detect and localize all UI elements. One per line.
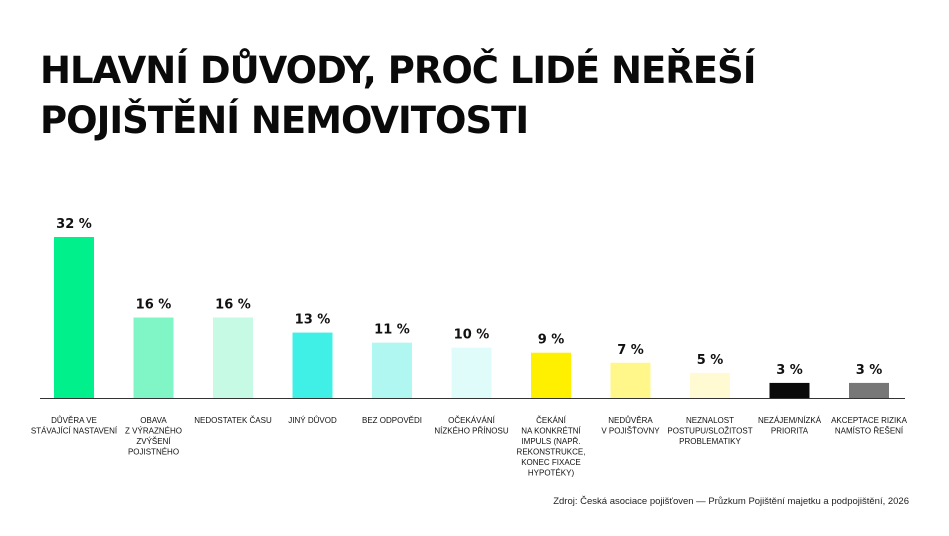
bar-value-label: 16 % (136, 298, 172, 313)
bar-5 (372, 342, 412, 398)
bar-value-label: 3 % (776, 363, 803, 378)
category-label: ČEKÁNÍ NA KONKRÉTNÍ IMPULS (NAPŘ. REKONSTRU… (517, 416, 586, 478)
category-label: OČEKÁVÁNÍ NÍZKÉHO PŘÍNOSU (434, 416, 508, 436)
bar-11 (849, 382, 889, 398)
bar-4 (292, 332, 333, 398)
bar-value-label: 7 % (617, 343, 644, 358)
category-label: JINÝ DŮVOD (288, 416, 337, 425)
bar-value-label: 3 % (856, 363, 883, 378)
bar-1 (54, 237, 94, 398)
bar-value-label: 5 % (697, 353, 724, 368)
category-label: NEZÁJEM/NÍZKÁ PRIORITA (758, 416, 822, 436)
category-label: NEDŮVĚRA V POJIŠŤOVNY (601, 416, 660, 436)
title-line-2: POJIŠTĚNÍ NEMOVITOSTI (40, 99, 529, 142)
bar-2 (133, 317, 174, 398)
bar-value-label: 13 % (295, 313, 331, 328)
bar-value-label: 10 % (454, 328, 490, 343)
category-label: OBAVA Z VÝRAZNÉHO ZVÝŠENÍ POJISTNÉHO (125, 416, 182, 457)
bar-10 (769, 382, 810, 398)
bar-value-label: 11 % (374, 323, 410, 338)
category-label: AKCEPTACE RIZIKA NAMÍSTO ŘEŠENÍ (831, 416, 908, 436)
bar-value-label: 9 % (538, 333, 565, 348)
bar-3 (213, 317, 253, 398)
bar-6 (451, 347, 492, 398)
bar-9 (690, 372, 730, 398)
source-note: Zdroj: Česká asociace pojišťoven — Průzk… (553, 496, 909, 507)
category-label: BEZ ODPOVĚDI (362, 416, 422, 425)
bar-8 (610, 362, 651, 398)
title-line-1: HLAVNÍ DŮVODY, PROČ LIDÉ NEŘEŠÍ (40, 49, 756, 92)
chart-title: HLAVNÍ DŮVODY, PROČ LIDÉ NEŘEŠÍ POJIŠTĚN… (40, 46, 900, 146)
category-label: NEZNALOST POSTUPU/SLOŽITOST PROBLEMATIKY (667, 416, 752, 446)
category-label: NEDOSTATEK ČASU (194, 416, 272, 425)
bar-value-label: 16 % (215, 298, 251, 313)
bar-value-label: 32 % (56, 217, 92, 232)
category-label: DŮVĚRA VE STÁVAJÍCÍ NASTAVENÍ (31, 416, 118, 436)
bar-7 (531, 352, 571, 398)
